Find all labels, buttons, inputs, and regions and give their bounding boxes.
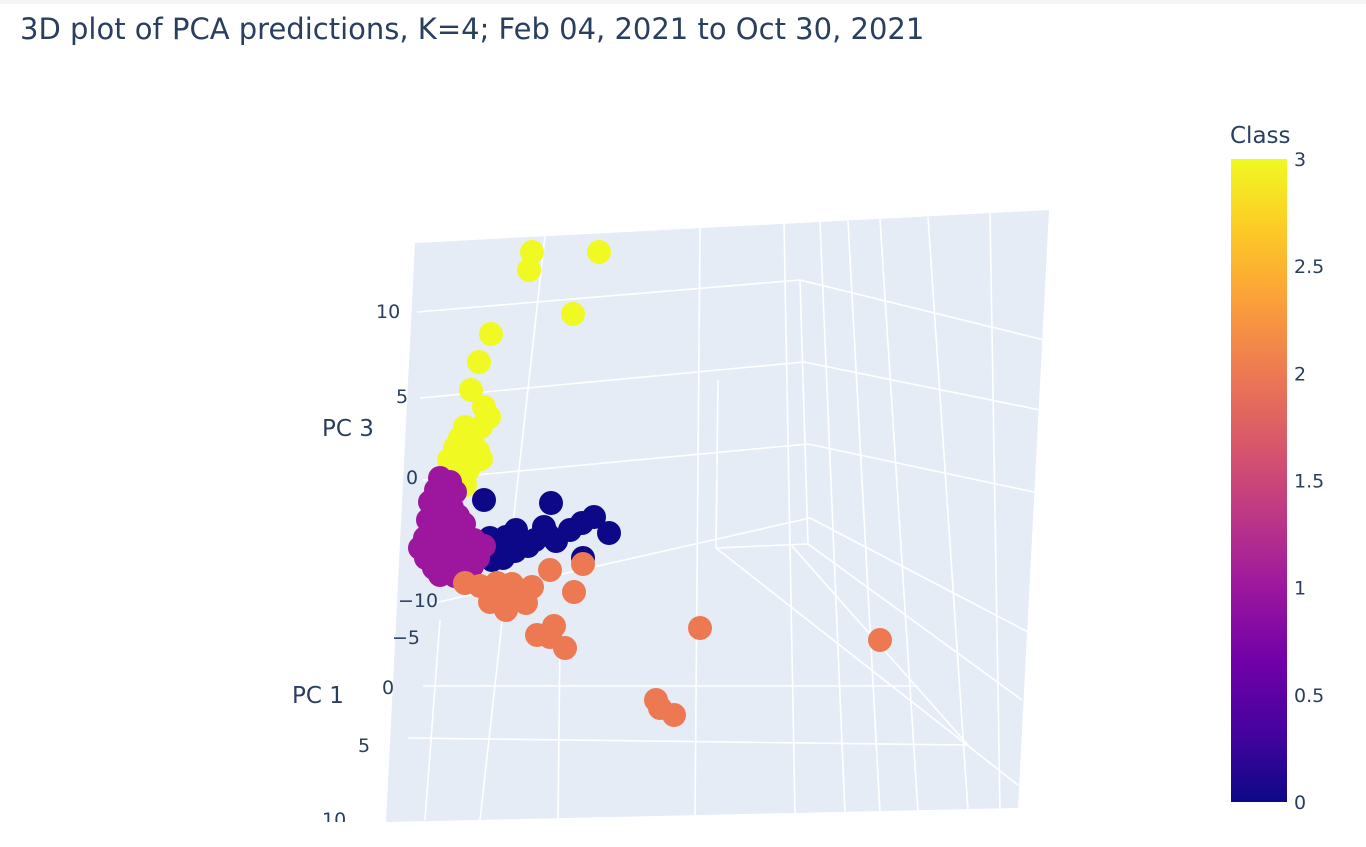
data-point-class-2[interactable] (514, 591, 538, 615)
data-point-class-3[interactable] (520, 240, 544, 264)
back-wall-pane (386, 210, 1049, 822)
pc1-axis-title: PC 1 (292, 683, 344, 709)
pc1-tick-label: 0 (382, 677, 394, 699)
data-point-class-0[interactable] (597, 521, 621, 545)
data-point-class-2[interactable] (662, 703, 686, 727)
data-points[interactable] (408, 240, 892, 727)
data-point-class-3[interactable] (587, 240, 611, 264)
data-point-class-2[interactable] (868, 628, 892, 652)
colorbar-tick-label: 1 (1294, 578, 1306, 600)
colorbar-ticks: 3 2.5 2 1.5 1 0.5 0 (1294, 149, 1324, 814)
bottom-mask (0, 822, 1366, 847)
colorbar-tick-label: 3 (1294, 149, 1306, 171)
colorbar-gradient (1231, 159, 1287, 802)
data-point-class-3[interactable] (561, 302, 585, 326)
data-point-class-3[interactable] (459, 378, 483, 402)
pc3-axis-title: PC 3 (322, 416, 374, 442)
chart-title: 3D plot of PCA predictions, K=4; Feb 04,… (20, 12, 925, 46)
colorbar-tick-label: 2.5 (1294, 256, 1324, 278)
pc1-tick-label: −5 (392, 627, 420, 649)
data-point-class-0[interactable] (491, 546, 515, 570)
colorbar-tick-label: 0 (1294, 792, 1306, 814)
pc3-tick-label: −10 (398, 590, 438, 612)
pc3-axis: 10 5 0 −10 PC 3 (322, 301, 438, 612)
data-point-class-3[interactable] (479, 322, 503, 346)
pc3-tick-label: 5 (396, 386, 408, 408)
data-point-class-2[interactable] (562, 580, 586, 604)
colorbar-tick-label: 1.5 (1294, 471, 1324, 493)
data-point-class-3[interactable] (517, 258, 541, 282)
colorbar-title: Class (1230, 123, 1291, 149)
pc3-tick-label: 0 (406, 467, 418, 489)
data-point-class-3[interactable] (467, 350, 491, 374)
grid-lines (407, 212, 1045, 821)
data-point-class-2[interactable] (538, 558, 562, 582)
top-bar (0, 0, 1366, 4)
pc1-tick-label: 5 (358, 735, 370, 757)
data-point-class-0[interactable] (472, 488, 496, 512)
data-point-class-0[interactable] (544, 529, 568, 553)
pc3-tick-label: 10 (376, 301, 400, 323)
colorbar-tick-label: 0.5 (1294, 685, 1324, 707)
data-point-class-0[interactable] (539, 491, 563, 515)
data-point-class-2[interactable] (688, 616, 712, 640)
colorbar-tick-label: 2 (1294, 363, 1306, 385)
data-point-class-2[interactable] (553, 636, 577, 660)
data-point-class-2[interactable] (571, 552, 595, 576)
data-point-class-2[interactable] (494, 598, 518, 622)
colorbar: Class 3 2.5 2 1.5 1 0.5 0 (1230, 123, 1324, 814)
